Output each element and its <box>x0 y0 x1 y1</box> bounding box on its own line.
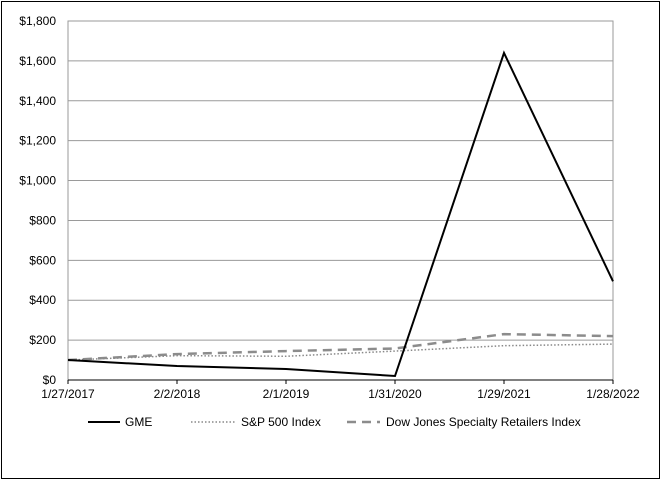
y-tick-label: $1,200 <box>19 134 56 148</box>
axes <box>67 20 614 381</box>
series-line-dow-jones-specialty-retailers-index <box>67 332 614 362</box>
legend: GME S&P 500 Index Dow Jones Specialty Reta… <box>88 415 581 429</box>
y-tick-label: $1,600 <box>19 54 56 68</box>
y-tick-label: $400 <box>29 293 56 307</box>
y-tick-label: $0 <box>43 373 57 387</box>
legend-label: GME <box>125 415 152 429</box>
x-tick-label: 2/2/2018 <box>154 387 201 401</box>
y-tick-label: $1,000 <box>19 174 56 188</box>
x-tick-label: 1/29/2021 <box>477 387 531 401</box>
y-tick-label: $1,800 <box>19 14 56 28</box>
y-tick-labels: $0 $200 $400 $600 $800 $1,000 $1,200 $1,400 $1,6… <box>19 14 56 387</box>
y-tick-label: $800 <box>29 213 56 227</box>
x-tick-label: 1/27/2017 <box>41 387 95 401</box>
y-tick-label: $600 <box>29 253 56 267</box>
x-tick-label: 1/31/2020 <box>368 387 422 401</box>
series-line-s-p-500-index <box>67 343 614 361</box>
x-tick-label: 2/1/2019 <box>263 387 310 401</box>
legend-label: Dow Jones Specialty Retailers Index <box>386 415 581 429</box>
legend-label: S&P 500 Index <box>241 415 321 429</box>
x-tick-label: 1/28/2022 <box>586 387 640 401</box>
x-tick-labels: 1/27/2017 2/2/2018 2/1/2019 1/31/2020 1/29/2… <box>41 380 640 401</box>
series-line-gme <box>67 50 614 378</box>
y-tick-label: $200 <box>29 333 56 347</box>
plot-area-border <box>67 20 614 381</box>
gridlines <box>68 20 613 341</box>
series-lines <box>67 50 614 378</box>
y-tick-label: $1,400 <box>19 94 56 108</box>
